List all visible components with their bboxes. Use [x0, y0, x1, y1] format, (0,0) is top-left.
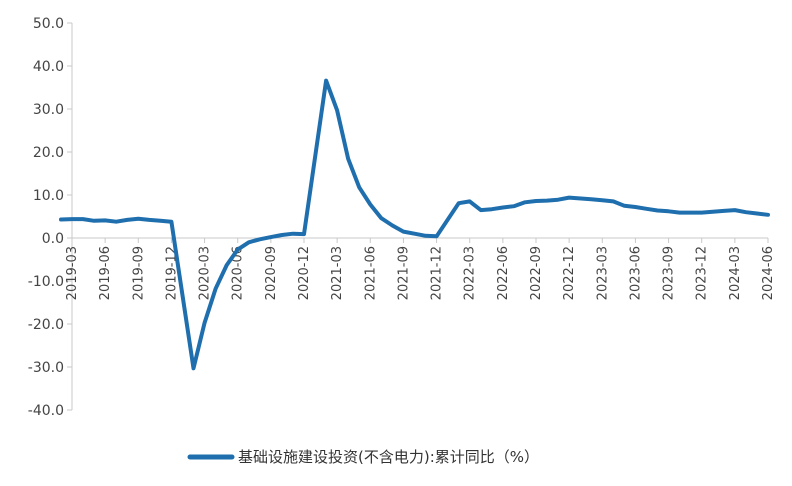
x-tick-label: 2019-06	[98, 246, 113, 300]
y-tick-label: -10.0	[28, 274, 64, 290]
legend-label: 基础设施建设投资(不含电力):累计同比（%）	[238, 448, 539, 466]
y-tick-label: 50.0	[33, 16, 64, 32]
y-tick-label: 10.0	[33, 188, 64, 204]
x-tick-label: 2023-09	[662, 246, 677, 300]
x-tick-label: 2023-03	[595, 246, 610, 300]
y-tick-label: -40.0	[28, 403, 64, 419]
y-axis: 50.0 40.0 30.0 20.0 10.0 0.0 -10.0 -20.0 -30.0 -4…	[28, 16, 73, 419]
x-tick-label: 2021-12	[430, 246, 445, 300]
y-tick-label: -20.0	[28, 317, 64, 333]
x-tick-label: 2022-09	[529, 246, 544, 300]
y-tick-label: 0.0	[42, 231, 64, 247]
x-tick-label: 2022-12	[562, 246, 577, 300]
x-tick-label: 2019-03	[65, 246, 80, 300]
x-tick-label: 2021-06	[363, 246, 378, 300]
x-axis: 2019-03 2019-06 2019-09 2019-12 2020-03 2020-…	[65, 237, 776, 300]
x-tick-label: 2024-06	[761, 246, 776, 300]
x-tick-label: 2023-06	[628, 246, 643, 300]
x-tick-label: 2022-06	[496, 246, 511, 300]
y-tick-label: 40.0	[33, 59, 64, 75]
y-tick-label: 30.0	[33, 102, 64, 118]
series-line	[59, 78, 770, 371]
x-tick-label: 2023-12	[695, 246, 710, 300]
x-tick-label: 2019-09	[131, 246, 146, 300]
y-tick-label: 20.0	[33, 145, 64, 161]
x-tick-label: 2020-09	[264, 246, 279, 300]
x-tick-label: 2021-09	[396, 246, 411, 300]
x-tick-label: 2024-03	[728, 246, 743, 300]
x-tick-label: 2020-03	[198, 246, 213, 300]
x-tick-label: 2022-03	[463, 246, 478, 300]
x-tick-label: 2021-03	[330, 246, 345, 300]
x-tick-label: 2020-12	[297, 246, 312, 300]
x-tick-label: 2020-06	[231, 246, 246, 300]
legend: 基础设施建设投资(不含电力):累计同比（%）	[187, 448, 539, 466]
series-layer	[59, 78, 770, 371]
y-tick-label: -30.0	[28, 360, 64, 376]
